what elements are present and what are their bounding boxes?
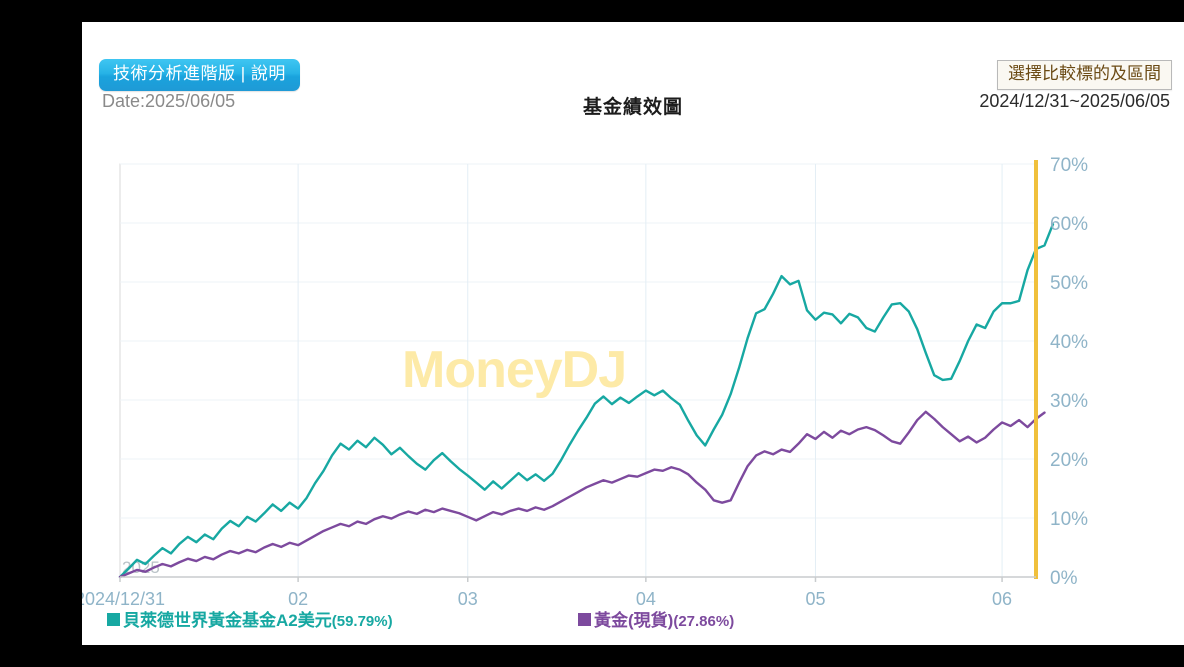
legend-value-fund: (59.79%) (331, 613, 393, 630)
teal-swatch (107, 613, 120, 626)
series-line-gold (118, 410, 1046, 579)
y-tick-label: 60% (1050, 214, 1088, 235)
series-line-fund (118, 223, 1055, 579)
legend-item-gold[interactable]: 黃金(現貨) (27.86%) (578, 606, 734, 631)
y-tick-label: 50% (1050, 273, 1088, 294)
legend-label-fund: 貝萊德世界黃金基金A2美元 (123, 611, 332, 630)
y-tick-label: 30% (1050, 391, 1088, 412)
x-tick-label: 2024/12/31 (82, 589, 165, 609)
purple-swatch (578, 613, 591, 626)
date-range-label: 2024/12/31~2025/06/05 (979, 91, 1170, 111)
plot-area (119, 163, 1037, 578)
y-tick-label: 40% (1050, 332, 1088, 353)
page-title: 基金績效圖 (582, 97, 683, 118)
x-tick-label: 02 (288, 589, 308, 609)
y-tick-label: 20% (1050, 450, 1088, 471)
legend-item-fund[interactable]: 貝萊德世界黃金基金A2美元 (59.79%) (107, 606, 393, 631)
chart-legend: 貝萊德世界黃金基金A2美元 (59.79%) 黃金(現貨) (27.86%) (82, 606, 1184, 640)
legend-label-gold: 黃金(現貨) (594, 611, 674, 630)
chart-page: 技術分析進階版 | 說明 Date:2025/06/05 選擇比較標的及區間 2… (82, 22, 1184, 645)
tech-analysis-button[interactable]: 技術分析進階版 | 說明 (99, 59, 300, 91)
x-tick-label: 04 (636, 589, 656, 609)
performance-chart: 2025 0% 10% 20% 30% 40% 50% 60% 70% 2024/12/31 02 0… (82, 122, 1184, 612)
x-tick-label: 05 (805, 589, 825, 609)
x-tick-label: 06 (992, 589, 1012, 609)
y-tick-label: 70% (1050, 155, 1088, 176)
legend-value-gold: (27.86%) (673, 613, 735, 630)
y-tick-label: 10% (1050, 509, 1088, 530)
select-benchmark-button[interactable]: 選擇比較標的及區間 (997, 60, 1172, 90)
y-tick-label: 0% (1050, 568, 1078, 589)
date-label: Date:2025/06/05 (102, 91, 236, 111)
x-tick-label: 03 (458, 589, 478, 609)
